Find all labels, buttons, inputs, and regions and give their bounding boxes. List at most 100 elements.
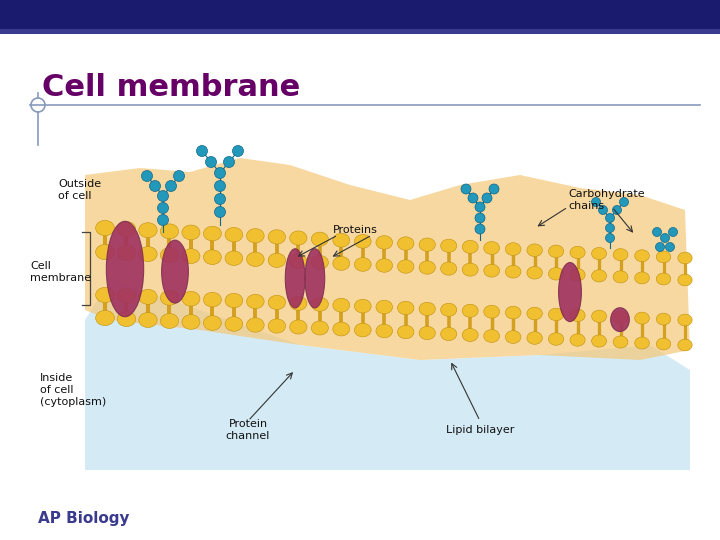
Ellipse shape [611,308,629,332]
Text: Cell
membrane: Cell membrane [30,261,91,283]
Ellipse shape [635,337,649,349]
Ellipse shape [397,301,414,315]
Ellipse shape [419,261,436,274]
Circle shape [660,233,670,242]
Ellipse shape [527,332,542,345]
Ellipse shape [613,311,628,323]
Ellipse shape [289,320,307,334]
Ellipse shape [354,258,371,271]
Ellipse shape [527,307,542,320]
Ellipse shape [635,250,649,262]
Ellipse shape [246,294,264,309]
Ellipse shape [225,317,243,331]
Ellipse shape [161,248,179,262]
Ellipse shape [592,247,606,260]
Circle shape [215,206,225,218]
Ellipse shape [204,316,221,330]
Ellipse shape [376,235,392,249]
Ellipse shape [139,313,157,328]
Ellipse shape [305,249,325,308]
Ellipse shape [161,240,189,303]
Circle shape [158,191,168,201]
Ellipse shape [527,244,542,256]
Ellipse shape [246,318,264,332]
Ellipse shape [182,315,200,329]
Ellipse shape [117,246,136,261]
Ellipse shape [96,220,114,235]
Ellipse shape [182,249,200,264]
Ellipse shape [462,263,478,276]
Ellipse shape [570,268,585,281]
Ellipse shape [268,230,286,244]
Text: Carbohydrate
chains: Carbohydrate chains [568,189,644,211]
Circle shape [606,224,614,233]
Ellipse shape [657,313,671,325]
Ellipse shape [678,274,692,286]
Circle shape [223,157,235,167]
Text: Protein
channel: Protein channel [226,419,270,441]
Ellipse shape [204,226,221,241]
Ellipse shape [285,249,305,308]
Ellipse shape [246,252,264,266]
Ellipse shape [311,255,328,269]
Circle shape [475,213,485,223]
Ellipse shape [397,325,414,339]
Ellipse shape [96,244,114,260]
Text: Cell membrane: Cell membrane [42,73,300,103]
Ellipse shape [484,329,500,342]
Ellipse shape [333,233,350,247]
Ellipse shape [441,239,456,252]
Ellipse shape [462,240,478,253]
Polygon shape [85,158,690,360]
Ellipse shape [376,259,392,272]
Ellipse shape [333,256,350,271]
Ellipse shape [268,319,286,333]
Ellipse shape [678,252,692,264]
Ellipse shape [570,309,585,321]
Circle shape [468,193,478,203]
Ellipse shape [289,254,307,268]
Circle shape [142,171,153,181]
Ellipse shape [117,288,136,303]
Ellipse shape [592,310,606,322]
Ellipse shape [289,231,307,245]
Ellipse shape [635,272,649,284]
Circle shape [665,242,675,252]
Ellipse shape [139,247,157,261]
Bar [0,29,720,34]
Ellipse shape [225,293,243,308]
Ellipse shape [289,296,307,310]
Ellipse shape [678,339,692,351]
Polygon shape [85,280,690,470]
Ellipse shape [441,262,456,275]
Ellipse shape [204,292,221,307]
Circle shape [215,167,225,179]
Ellipse shape [182,225,200,240]
Circle shape [482,193,492,203]
Ellipse shape [505,242,521,255]
Ellipse shape [117,221,136,237]
Ellipse shape [592,335,606,347]
Circle shape [606,213,614,222]
Circle shape [197,145,207,157]
Ellipse shape [657,273,671,285]
Ellipse shape [441,303,456,316]
Circle shape [652,227,662,237]
Circle shape [233,145,243,157]
Circle shape [619,198,629,206]
Ellipse shape [484,305,500,318]
Ellipse shape [613,271,628,283]
Circle shape [613,206,621,214]
Text: AP Biology: AP Biology [38,510,130,525]
Ellipse shape [397,260,414,273]
Ellipse shape [527,266,542,279]
Ellipse shape [225,251,243,266]
Ellipse shape [161,291,179,305]
Ellipse shape [505,330,521,343]
Circle shape [158,214,168,226]
Circle shape [174,171,184,181]
Ellipse shape [570,246,585,259]
Ellipse shape [462,328,478,341]
Circle shape [592,198,600,206]
Text: Outside
of cell: Outside of cell [58,179,101,201]
